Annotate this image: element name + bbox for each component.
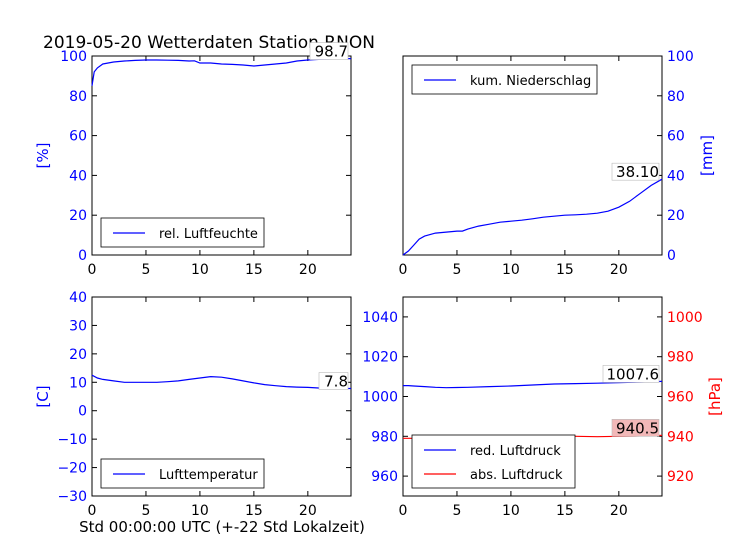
y-tick-label: 1040 [362,310,398,326]
y-tick-label: 1020 [362,350,398,366]
last-value-box [309,42,349,60]
series-line-lufttemperatur [91,374,351,390]
y-tick-label: 40 [667,168,685,184]
y-tick-label: 980 [667,350,694,366]
y-axis-label: [C] [34,385,52,407]
plot-frame [91,55,352,256]
y-tick-label: 960 [667,390,694,406]
y-tick-label: 960 [371,469,398,485]
last-value-box [318,372,349,390]
last-value-label: 7.8 [324,373,348,391]
y-tick-label: 940 [667,429,694,445]
last-value-box [602,365,660,383]
last-value-label: 38.10 [616,163,659,181]
x-axis-label: Std 00:00:00 UTC (+-22 Std Lokalzeit) [79,518,365,536]
y-tick-label: 0 [78,404,87,420]
x-tick-label: 0 [88,503,97,519]
y-axis-label: [mm] [698,135,716,176]
x-tick-label: 5 [452,503,461,519]
plot-frame [402,55,663,256]
last-value-label: 1007.6 [607,365,660,383]
panel-bottom-left: 0 5 10 15 20 −30 −20 −10 0 10 20 30 40 [C] 7.8 Lufttemp… [34,290,352,519]
x-tick-label: 20 [299,262,317,278]
panel-top-left: 0 5 10 15 20 0 20 40 60 80 100 [%] 98.7 rel. Luftfeuc… [34,42,352,278]
y-axis-label: [%] [34,143,52,169]
panel-bottom-right: 0 5 10 15 20 960 980 1000 1020 1040 920 940 960 980 10… [362,296,724,519]
legend-label: abs. Luftdruck [470,468,563,483]
y-tick-label: 980 [371,429,398,445]
x-tick-label: 15 [556,503,574,519]
panel-top-right: 0 5 10 15 20 0 20 40 60 80 100 [mm] 38.10 kum. Nieder… [399,49,716,278]
y-tick-label: 10 [69,375,87,391]
y-tick-label: 20 [667,208,685,224]
y-tick-label: 80 [69,89,87,105]
series-line-rel-luftfeuchte [91,57,351,86]
y-tick-label: 0 [78,248,87,264]
last-value-box [611,162,660,181]
x-tick-label: 0 [399,503,408,519]
x-tick-label: 10 [502,262,520,278]
y-tick-label: 60 [667,129,685,145]
y-tick-label: 1000 [362,390,398,406]
y-axis-label-right: [hPa] [706,377,724,416]
x-tick-label: 10 [191,262,209,278]
legend-label: rel. Luftfeuchte [159,227,258,242]
x-tick-label: 10 [502,503,520,519]
x-tick-label: 20 [610,262,628,278]
y-tick-label: −20 [57,461,87,477]
x-tick-label: 15 [556,262,574,278]
y-tick-label: 40 [69,168,87,184]
x-tick-label: 20 [299,503,317,519]
y-tick-label: 60 [69,129,87,145]
y-tick-label: 920 [667,469,694,485]
x-tick-label: 15 [245,503,263,519]
x-tick-label: 20 [610,503,628,519]
y-tick-label: −30 [57,489,87,505]
y-tick-label: −10 [57,432,87,448]
y-tick-label: 20 [69,347,87,363]
legend-label: kum. Niederschlag [470,74,591,89]
legend-label: red. Luftdruck [470,444,561,459]
y-tick-label: 0 [667,248,676,264]
y-tick-label: 20 [69,208,87,224]
y-tick-label: 40 [69,290,87,306]
y-tick-label: 100 [667,49,694,65]
x-tick-label: 5 [141,503,150,519]
last-value-label: 940.5 [616,419,659,437]
legend-box [411,434,576,489]
x-tick-label: 5 [141,262,150,278]
y-tick-label: 1000 [667,310,703,326]
y-tick-label: 100 [60,49,87,65]
y-tick-label: 30 [69,318,87,334]
plot-frame [91,296,352,497]
x-tick-label: 0 [88,262,97,278]
x-tick-label: 0 [399,262,408,278]
y-tick-label: 80 [667,89,685,105]
series-line-kum-niederschlag [402,178,663,256]
last-value-box [611,419,660,437]
last-value-label: 98.7 [315,43,348,61]
x-tick-label: 15 [245,262,263,278]
x-tick-label: 5 [452,262,461,278]
legend-label: Lufttemperatur [159,468,258,483]
series-line-red-luftdruck [403,380,663,389]
x-tick-label: 10 [191,503,209,519]
figure-title: 2019-05-20 Wetterdaten Station RNON [43,33,375,53]
